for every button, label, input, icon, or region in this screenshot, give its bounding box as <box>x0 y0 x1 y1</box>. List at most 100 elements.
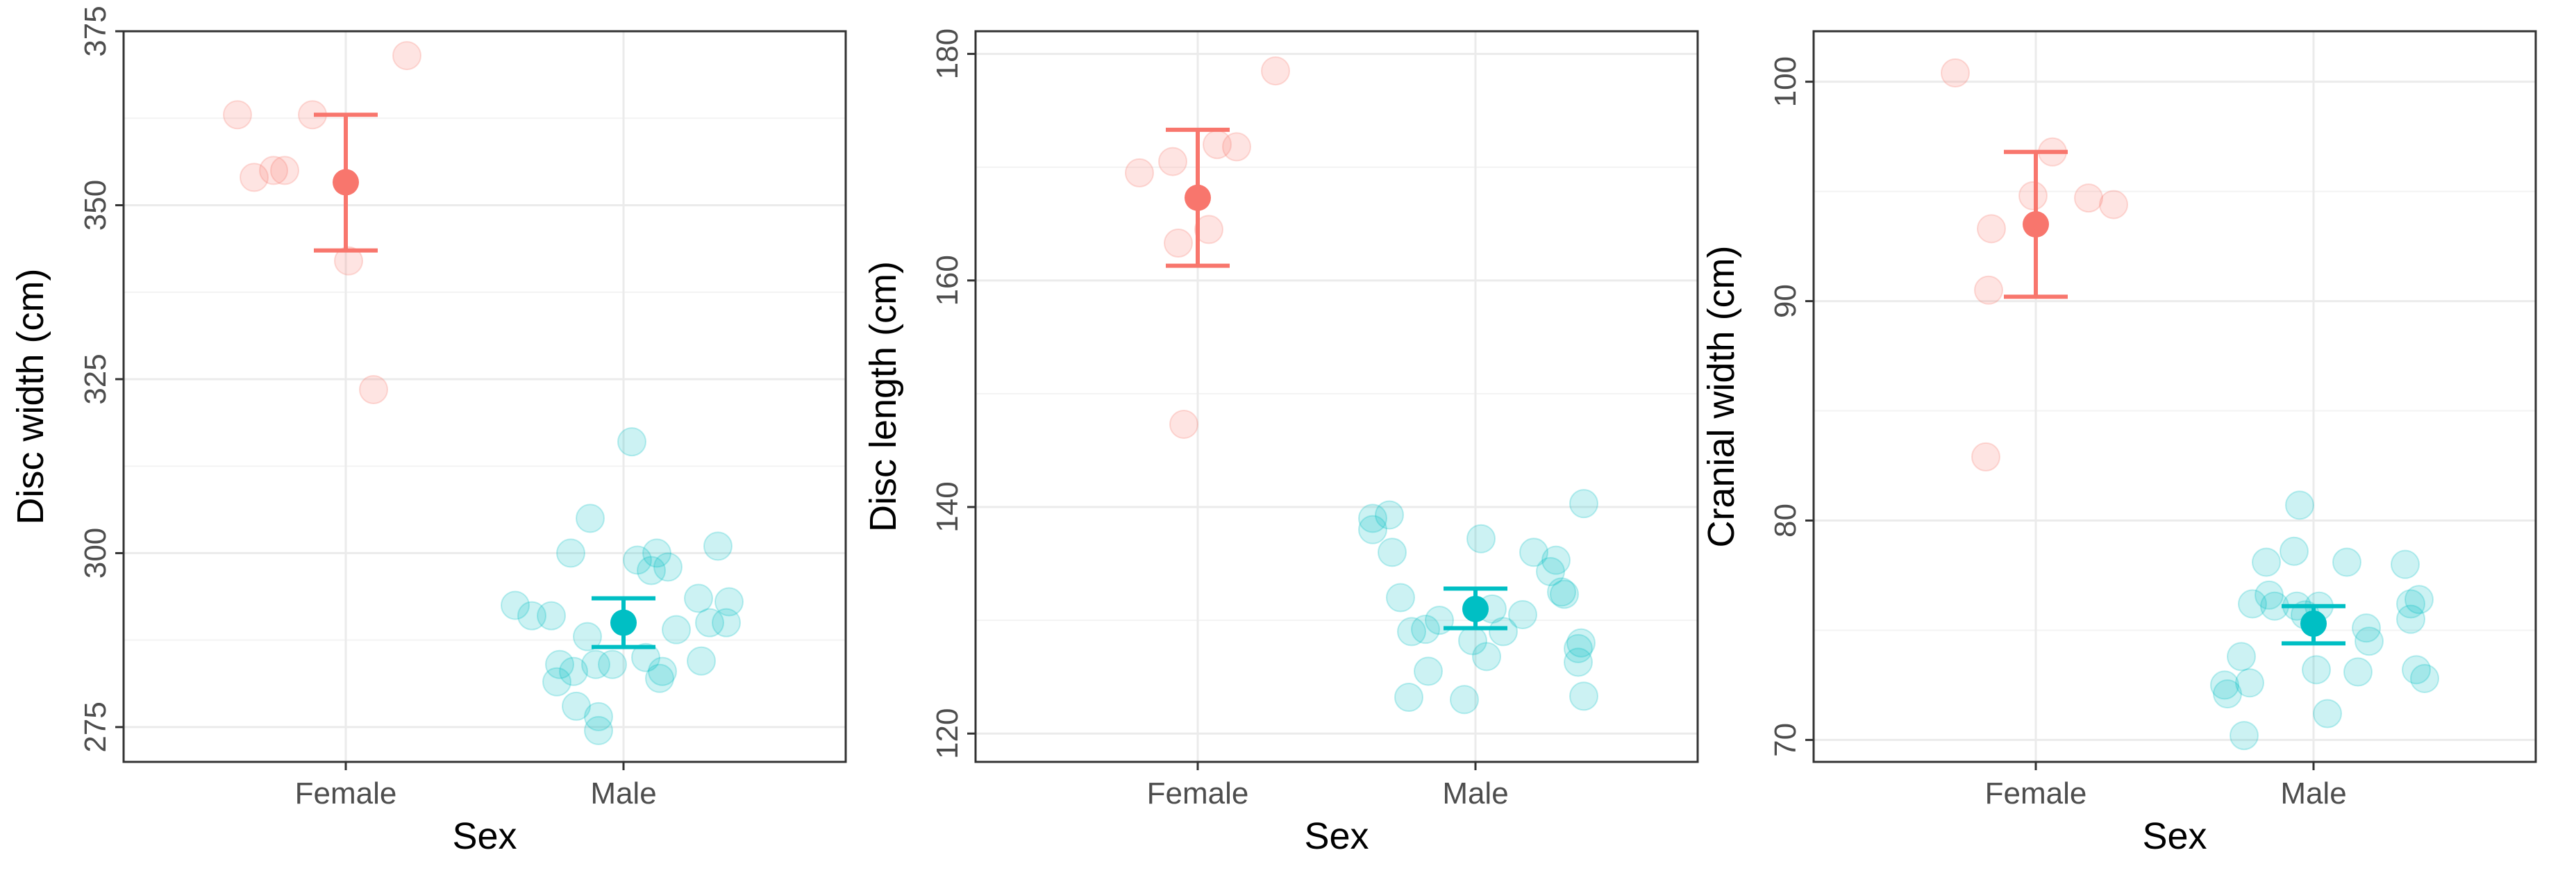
data-point-female <box>1974 275 2003 305</box>
data-point-male <box>1450 685 1479 715</box>
data-point-male <box>1566 628 1596 658</box>
x-axis-title: Sex <box>1304 815 1369 857</box>
data-point-male <box>1489 617 1518 647</box>
data-point-male <box>1414 656 1443 686</box>
data-point-male <box>712 608 741 638</box>
data-point-male <box>714 587 744 617</box>
data-point-male <box>581 649 610 679</box>
data-point-female <box>1971 442 2000 472</box>
data-point-male <box>695 608 724 638</box>
data-point-male <box>2313 699 2342 729</box>
data-point-male <box>2396 604 2425 634</box>
data-point-male <box>2230 721 2259 751</box>
data-point-male <box>584 715 613 745</box>
data-point-male <box>2404 585 2434 615</box>
data-point-male <box>1508 599 1537 629</box>
data-point-male <box>623 545 652 575</box>
data-point-male <box>1541 545 1571 575</box>
x-tick-label-female: Female <box>1147 776 1249 810</box>
mean-point-male <box>2300 610 2327 637</box>
y-tick-label: 80 <box>1768 504 1803 538</box>
plot-border <box>1812 30 2537 763</box>
data-point-male <box>648 656 677 686</box>
data-point-male <box>2252 547 2281 577</box>
data-point-male <box>584 701 613 731</box>
y-tick-label: 90 <box>1768 284 1803 318</box>
data-point-male <box>1547 577 1576 607</box>
data-point-female <box>1158 147 1187 176</box>
data-point-male <box>2332 547 2361 577</box>
data-point-female <box>2018 181 2048 210</box>
plot-border <box>122 30 847 763</box>
y-tick-label: 350 <box>78 180 112 231</box>
data-point-male <box>2343 657 2373 687</box>
data-point-male <box>556 538 585 568</box>
y-tick-label: 300 <box>78 528 112 579</box>
data-point-male <box>562 691 591 721</box>
data-point-female <box>392 41 421 71</box>
data-point-male <box>2396 589 2425 619</box>
data-point-female <box>1261 56 1290 86</box>
data-point-male <box>2213 679 2242 709</box>
plot-background <box>124 31 846 762</box>
data-point-female <box>1941 58 1970 88</box>
plot-border <box>974 30 1699 763</box>
y-axis-title: Cranial width (cm) <box>1700 245 1742 547</box>
data-point-female <box>2099 190 2128 219</box>
y-tick-label: 140 <box>930 481 964 532</box>
mean-point-male <box>1462 595 1489 622</box>
data-point-male <box>642 538 671 568</box>
data-point-male <box>2410 663 2439 693</box>
data-point-male <box>2235 668 2264 698</box>
x-tick-label-male: Male <box>2280 776 2346 810</box>
x-tick-label-male: Male <box>1442 776 1508 810</box>
data-point-female <box>1125 158 1154 188</box>
panel-cranial-width: 70 80 90 100 Female Male Sex Cranial width (cm) <box>1700 30 2537 857</box>
data-point-female <box>1222 132 1251 162</box>
mean-point-female <box>333 169 359 196</box>
y-tick-label: 375 <box>78 6 112 56</box>
data-point-male <box>1386 583 1415 613</box>
x-tick-label-female: Female <box>1985 776 2087 810</box>
data-point-male <box>1536 556 1565 586</box>
data-point-female <box>259 156 288 185</box>
y-tick-label: 325 <box>78 354 112 404</box>
data-point-male <box>687 646 716 676</box>
data-point-male <box>2355 626 2384 656</box>
data-point-male <box>645 663 674 693</box>
data-point-female <box>270 156 299 185</box>
x-axis-title: Sex <box>452 815 517 857</box>
data-point-male <box>537 601 566 631</box>
data-point-male <box>2285 490 2314 520</box>
data-point-male <box>2210 670 2239 700</box>
data-point-male <box>1569 681 1598 711</box>
data-point-male <box>684 583 713 613</box>
x-axis-title: Sex <box>2142 815 2207 857</box>
data-point-male <box>631 642 660 672</box>
data-point-male <box>1378 538 1407 567</box>
y-tick-label: 160 <box>930 255 964 306</box>
data-point-female <box>240 163 269 192</box>
data-point-male <box>653 552 683 582</box>
data-point-female <box>1977 214 2006 244</box>
data-point-male <box>576 504 605 533</box>
data-point-male <box>1375 500 1404 530</box>
data-point-male <box>517 601 546 631</box>
data-point-female <box>1164 228 1193 258</box>
y-tick-label: 180 <box>930 28 964 79</box>
data-point-male <box>1519 538 1548 567</box>
data-point-male <box>1358 504 1387 533</box>
data-point-male <box>2402 655 2431 685</box>
data-point-female <box>359 374 388 404</box>
data-point-male <box>662 615 691 645</box>
data-point-male <box>1550 579 1579 609</box>
panel-disc-length: 120 140 160 180 Female Male Sex Disc length (cm… <box>862 28 1699 857</box>
data-point-male <box>2280 536 2309 566</box>
data-point-male <box>501 590 530 620</box>
plot-background <box>1814 31 2536 762</box>
data-point-male <box>637 556 666 585</box>
y-tick-label: 70 <box>1768 723 1803 757</box>
data-point-male <box>2302 655 2331 685</box>
y-axis-title: Disc length (cm) <box>862 261 904 532</box>
